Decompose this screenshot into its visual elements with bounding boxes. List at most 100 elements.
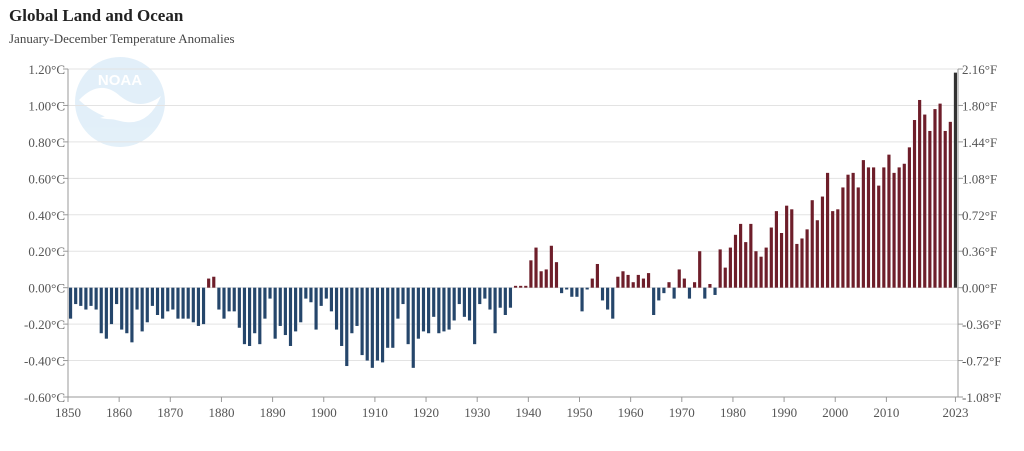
bar-1882 bbox=[232, 287, 236, 312]
x-tick-label: 1900 bbox=[311, 405, 337, 420]
bar-2010 bbox=[887, 154, 891, 288]
y-tick-label-left: 0.20°C bbox=[28, 244, 65, 259]
bar-1966 bbox=[662, 287, 666, 294]
bar-1856 bbox=[99, 287, 103, 334]
bar-1944 bbox=[549, 245, 553, 288]
bar-1979 bbox=[728, 247, 732, 288]
bar-1986 bbox=[764, 247, 768, 288]
bar-1964 bbox=[652, 287, 656, 315]
bar-1898 bbox=[314, 287, 318, 330]
bar-1992 bbox=[795, 243, 799, 288]
bar-2011 bbox=[892, 172, 896, 288]
bar-1955 bbox=[606, 287, 610, 310]
bar-1851 bbox=[74, 287, 78, 305]
y-tick-label-right: -1.08°F bbox=[962, 390, 1002, 405]
bar-1977 bbox=[718, 249, 722, 288]
y-tick-label-left: -0.20°C bbox=[24, 317, 65, 332]
y-tick-label-right: 1.44°F bbox=[962, 135, 997, 150]
bar-1952 bbox=[590, 278, 594, 288]
bar-1892 bbox=[283, 287, 287, 336]
bar-1923 bbox=[442, 287, 446, 332]
bar-2023 bbox=[953, 72, 958, 288]
bar-2018 bbox=[928, 130, 932, 288]
bar-1991 bbox=[790, 209, 794, 288]
x-tick-label: 1880 bbox=[208, 405, 234, 420]
bar-1946 bbox=[560, 287, 564, 294]
y-tick-label-right: 0.72°F bbox=[962, 208, 997, 223]
x-tick-label: 1860 bbox=[106, 405, 132, 420]
bar-1957 bbox=[616, 276, 620, 288]
bar-1854 bbox=[89, 287, 93, 306]
bar-2007 bbox=[872, 167, 876, 288]
bar-1853 bbox=[84, 287, 88, 310]
x-tick-label: 1850 bbox=[55, 405, 81, 420]
bar-1933 bbox=[493, 287, 497, 334]
logo-text: NOAA bbox=[98, 72, 142, 89]
bar-1940 bbox=[529, 260, 533, 288]
chart-title: Global Land and Ocean bbox=[9, 6, 184, 25]
bar-1915 bbox=[401, 287, 405, 305]
bar-1999 bbox=[831, 211, 835, 288]
bar-1969 bbox=[677, 269, 681, 288]
chart-subtitle: January-December Temperature Anomalies bbox=[9, 31, 235, 46]
bar-1927 bbox=[462, 287, 466, 317]
x-tick-label: 1980 bbox=[720, 405, 746, 420]
bar-1980 bbox=[733, 234, 738, 288]
bar-1855 bbox=[94, 287, 98, 310]
bar-1875 bbox=[196, 287, 201, 326]
bar-1924 bbox=[447, 287, 451, 330]
bar-1941 bbox=[534, 247, 538, 288]
bar-1867 bbox=[155, 287, 160, 315]
x-tick-label: 1920 bbox=[413, 405, 439, 420]
bar-2014 bbox=[907, 147, 911, 288]
bar-2013 bbox=[902, 163, 906, 288]
bar-2003 bbox=[851, 172, 855, 288]
bar-1959 bbox=[626, 274, 630, 288]
bar-2022 bbox=[948, 121, 952, 288]
bar-1935 bbox=[503, 287, 507, 315]
bar-1896 bbox=[304, 287, 308, 299]
x-tick-label: 2010 bbox=[873, 405, 899, 420]
bar-1926 bbox=[457, 287, 461, 305]
bar-1934 bbox=[498, 287, 502, 308]
bar-2012 bbox=[897, 167, 901, 288]
bar-1860 bbox=[120, 287, 124, 330]
bar-1965 bbox=[657, 287, 661, 301]
y-tick-label-right: -0.36°F bbox=[962, 317, 1002, 332]
x-tick-label: 2000 bbox=[822, 405, 848, 420]
x-tick-label: 1990 bbox=[771, 405, 797, 420]
x-tick-label: 1930 bbox=[464, 405, 490, 420]
bar-1870 bbox=[171, 287, 175, 310]
x-tick-label: 1970 bbox=[669, 405, 695, 420]
bar-1874 bbox=[191, 287, 195, 323]
bar-1876 bbox=[201, 287, 206, 325]
y-tick-label-left: 0.40°C bbox=[28, 208, 65, 223]
bar-1895 bbox=[299, 287, 303, 323]
bar-1858 bbox=[109, 287, 114, 325]
bar-1913 bbox=[391, 287, 395, 348]
bar-2000 bbox=[836, 209, 840, 288]
bar-1893 bbox=[288, 287, 293, 346]
bar-1889 bbox=[268, 287, 272, 299]
bar-1932 bbox=[488, 287, 492, 310]
bar-1865 bbox=[145, 287, 149, 323]
bar-1928 bbox=[467, 287, 472, 321]
bar-1888 bbox=[263, 287, 267, 319]
y-axis-right-labels: 2.16°F 1.80°F 1.44°F 1.08°F 0.72°F 0.36°F 0.00… bbox=[962, 62, 1002, 405]
bar-1975 bbox=[708, 284, 712, 288]
x-axis-labels: 1850 1860 1870 1880 1890 1900 1910 1920 1930 1940… bbox=[55, 397, 968, 420]
bar-1920 bbox=[427, 287, 431, 334]
bar-1988 bbox=[774, 211, 778, 288]
bar-2019 bbox=[933, 109, 937, 288]
bar-1968 bbox=[672, 287, 676, 299]
y-axis-left-labels: 1.20°C 1.00°C 0.80°C 0.60°C 0.40°C 0.20°C 0.00… bbox=[24, 62, 65, 405]
bar-1918 bbox=[416, 287, 420, 339]
bar-1973 bbox=[698, 251, 702, 288]
bar-1937 bbox=[513, 285, 518, 288]
bar-1881 bbox=[227, 287, 231, 312]
y-tick-label-right: 0.36°F bbox=[962, 244, 997, 259]
bar-1998 bbox=[825, 172, 830, 288]
x-tick-label: 1890 bbox=[260, 405, 286, 420]
bar-1880 bbox=[222, 287, 226, 319]
